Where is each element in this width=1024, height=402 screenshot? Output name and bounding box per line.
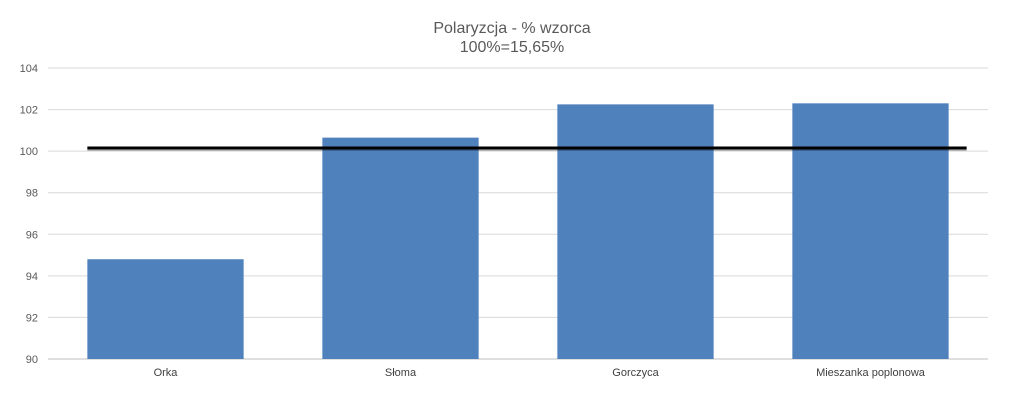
y-tick-label: 94 (26, 271, 38, 283)
bar (87, 259, 244, 359)
y-tick-label: 100 (20, 146, 38, 158)
bar (792, 103, 949, 359)
y-tick-label: 92 (26, 312, 38, 324)
x-axis-labels: Orka Słoma Gorczyca Mieszanka poplonowa (154, 367, 926, 379)
x-tick-label: Gorczyca (612, 367, 659, 379)
bar (322, 137, 479, 359)
y-tick-label: 104 (20, 63, 38, 75)
chart-subtitle: 100%=15,65% (460, 39, 565, 56)
y-tick-label: 90 (26, 354, 38, 366)
bars (87, 103, 949, 359)
x-tick-label: Słoma (385, 367, 417, 379)
y-axis-ticks: 90 92 94 96 98 100 102 104 (20, 63, 38, 366)
reference-line-group (87, 146, 967, 152)
chart-title: Polaryzcja - % wzorca (433, 20, 590, 37)
x-tick-label: Mieszanka poplonowa (816, 367, 926, 379)
y-tick-label: 102 (20, 105, 38, 117)
y-tick-label: 96 (26, 229, 38, 241)
x-tick-label: Orka (154, 367, 179, 379)
bar (557, 104, 714, 359)
y-tick-label: 98 (26, 188, 38, 200)
